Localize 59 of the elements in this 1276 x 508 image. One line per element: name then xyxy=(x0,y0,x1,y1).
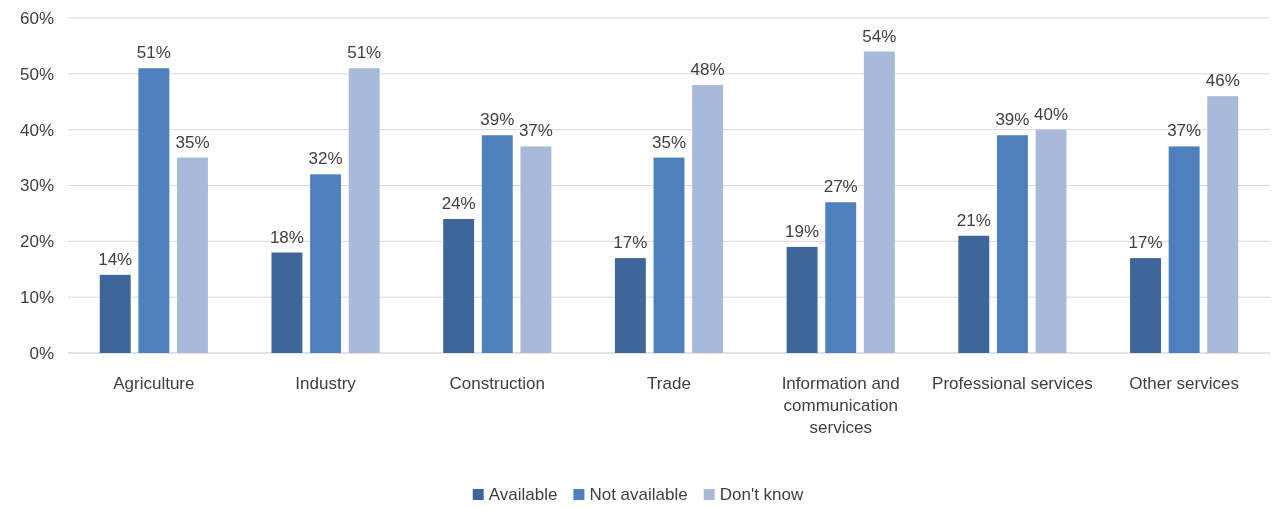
data-label: 40% xyxy=(1034,104,1069,124)
legend-label: Don't know xyxy=(719,485,804,504)
bar xyxy=(138,68,170,353)
data-label: 37% xyxy=(1167,121,1202,141)
data-label: 39% xyxy=(480,110,515,130)
data-label: 54% xyxy=(862,26,897,46)
bar xyxy=(692,85,724,353)
legend-label: Not available xyxy=(589,485,688,504)
y-tick-label: 10% xyxy=(19,288,54,308)
data-label: 37% xyxy=(518,121,553,141)
legend-label: Available xyxy=(488,485,558,504)
data-label: 35% xyxy=(175,132,210,152)
data-label: 19% xyxy=(785,221,820,241)
bar xyxy=(310,174,342,353)
bar xyxy=(1130,258,1161,353)
y-tick-label: 50% xyxy=(19,64,54,84)
data-label: 39% xyxy=(995,110,1030,130)
y-tick-label: 0% xyxy=(29,343,54,363)
data-label: 35% xyxy=(651,132,687,152)
data-label: 51% xyxy=(347,43,382,63)
data-label: 51% xyxy=(136,43,171,63)
bar xyxy=(653,157,685,353)
bar xyxy=(271,252,303,353)
y-tick-label: 40% xyxy=(19,120,54,140)
data-label: 24% xyxy=(441,194,476,213)
data-label: 17% xyxy=(1128,233,1163,253)
bar xyxy=(1168,146,1200,353)
bar xyxy=(1035,129,1067,353)
bar xyxy=(520,146,552,353)
x-tick-label: Other services xyxy=(1129,374,1239,393)
y-tick-label: 30% xyxy=(19,176,54,196)
bar xyxy=(825,202,857,353)
data-label: 32% xyxy=(308,149,343,169)
x-tick-label: Agriculture xyxy=(113,374,195,393)
bar xyxy=(348,68,380,353)
bar xyxy=(958,235,990,353)
x-tick-label: Construction xyxy=(449,374,545,393)
y-tick-label: 60% xyxy=(19,8,54,28)
bar xyxy=(481,135,513,353)
bar xyxy=(863,51,895,353)
bar xyxy=(177,157,208,353)
x-tick-label: Trade xyxy=(647,374,691,393)
data-label: 14% xyxy=(98,249,133,269)
bar xyxy=(1207,96,1239,353)
x-tick-label: Information and communication services xyxy=(781,374,900,437)
data-label: 46% xyxy=(1205,71,1240,91)
data-label: 48% xyxy=(690,60,725,79)
x-tick-label: Professional services xyxy=(932,374,1093,393)
data-label: 18% xyxy=(269,227,304,247)
data-label: 27% xyxy=(823,177,858,197)
bar xyxy=(99,274,131,353)
data-label: 21% xyxy=(956,210,991,230)
data-label: 17% xyxy=(613,233,648,253)
bar xyxy=(786,246,818,353)
bar xyxy=(996,135,1028,353)
bar xyxy=(443,219,475,353)
x-tick-label: Industry xyxy=(295,374,357,393)
y-tick-label: 20% xyxy=(19,232,54,252)
bar xyxy=(614,258,646,353)
